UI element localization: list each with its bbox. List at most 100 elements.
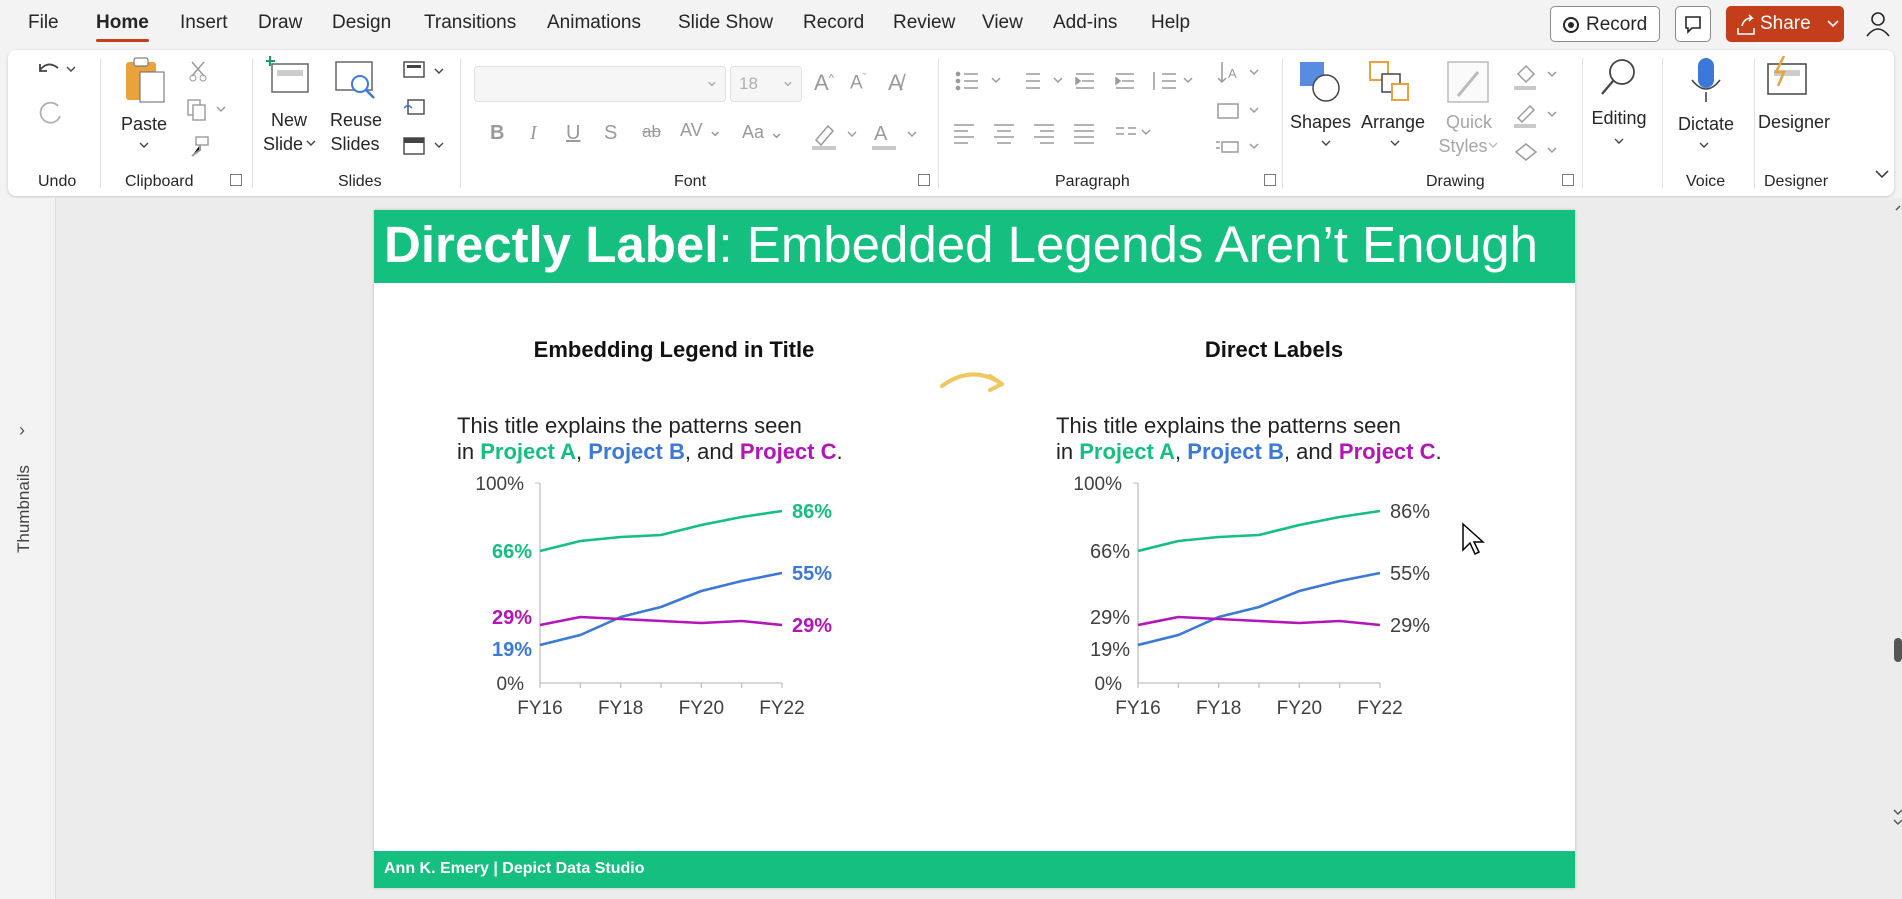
chevron-down-icon[interactable] — [432, 64, 446, 78]
shrink-font-icon[interactable]: Aˇ — [850, 72, 867, 94]
font-name-field[interactable]: ⌄ — [474, 66, 726, 102]
person-icon — [1866, 12, 1890, 37]
shape-format-controls[interactable] — [1512, 60, 1562, 180]
tab-review[interactable]: Review — [893, 12, 956, 33]
reset-icon[interactable] — [402, 96, 428, 120]
chevron-down-icon[interactable] — [137, 138, 151, 152]
record-icon — [1563, 17, 1579, 33]
tab-help[interactable]: Help — [1151, 12, 1191, 33]
quick-styles-label-1[interactable]: Quick — [1445, 112, 1492, 132]
chevron-down-icon[interactable] — [1388, 136, 1402, 150]
reuse-slides-label-1[interactable]: Reuse — [330, 110, 383, 130]
highlight-icon[interactable] — [808, 118, 864, 152]
paste-icon[interactable] — [120, 54, 168, 104]
tab-record[interactable]: Record — [803, 12, 865, 33]
undo-icon[interactable] — [30, 56, 70, 84]
font-color-icon[interactable]: A — [868, 118, 924, 152]
share-button[interactable]: Share — [1726, 6, 1844, 42]
tab-view[interactable]: View — [982, 12, 1023, 33]
chevron-down-icon[interactable] — [1826, 6, 1840, 42]
chevron-down-icon[interactable] — [432, 138, 446, 152]
slide-footer[interactable]: Ann K. Emery | Depict Data Studio — [374, 851, 1575, 888]
tab-draw[interactable]: Draw — [258, 12, 303, 33]
slide-title[interactable]: Directly Label: Embedded Legends Aren’t … — [374, 210, 1575, 283]
reuse-slides-icon[interactable] — [332, 56, 382, 104]
strikethrough-icon[interactable]: ab — [642, 122, 661, 141]
right-chart-subtitle[interactable]: This title explains the patterns seen in… — [1056, 413, 1496, 465]
italic-icon[interactable]: I — [530, 122, 537, 144]
people-button[interactable] — [1862, 6, 1898, 42]
left-line-chart[interactable]: 100% 0% FY16 FY18 FY20 FY22 66% 86% 19% 55% 29% 29% — [374, 470, 974, 730]
bold-icon[interactable]: B — [490, 122, 505, 144]
slide-canvas[interactable]: Directly Label: Embedded Legends Aren’t … — [374, 210, 1575, 888]
font-launcher-icon[interactable] — [918, 174, 930, 186]
paragraph-launcher-icon[interactable] — [1264, 174, 1276, 186]
font-size-field[interactable]: 18 ⌄ — [730, 66, 802, 102]
tab-file[interactable]: File — [28, 12, 59, 33]
new-slide-icon[interactable] — [266, 56, 312, 98]
underline-icon[interactable]: U — [566, 122, 581, 144]
right-chart-heading[interactable]: Direct Labels — [1204, 337, 1344, 362]
tab-transitions[interactable]: Transitions — [424, 12, 517, 33]
layout-icon[interactable] — [402, 60, 428, 80]
editing-label[interactable]: Editing — [1591, 108, 1647, 128]
tab-home[interactable]: Home — [96, 12, 149, 42]
collapse-ribbon-icon[interactable] — [1874, 166, 1890, 182]
shapes-label[interactable]: Shapes — [1290, 112, 1352, 132]
chevron-down-icon[interactable] — [1612, 134, 1626, 148]
arrange-label[interactable]: Arrange — [1360, 112, 1426, 132]
search-icon[interactable] — [1598, 56, 1642, 102]
tab-insert[interactable]: Insert — [180, 12, 228, 33]
comments-button[interactable] — [1675, 6, 1711, 42]
character-spacing-icon[interactable]: AV ⌄ — [680, 120, 723, 140]
chevron-down-icon[interactable] — [1486, 138, 1500, 152]
quick-styles-label-2[interactable]: Styles — [1438, 136, 1488, 156]
arrange-icon[interactable] — [1366, 58, 1416, 104]
thumbnails-label[interactable]: Thumbnails — [14, 465, 33, 553]
tab-animations[interactable]: Animations — [547, 12, 641, 33]
paste-label[interactable]: Paste — [120, 114, 168, 134]
quick-styles-icon[interactable] — [1444, 58, 1494, 108]
microphone-icon[interactable] — [1688, 56, 1724, 106]
cut-icon[interactable] — [186, 58, 210, 82]
tab-slide-show[interactable]: Slide Show — [678, 12, 774, 33]
clear-formatting-icon[interactable]: A̸ — [888, 70, 903, 95]
chevron-down-icon[interactable]: ⌄ — [780, 71, 795, 90]
format-painter-icon[interactable] — [186, 134, 212, 160]
chevron-down-icon[interactable] — [214, 102, 228, 116]
text-direction-controls[interactable]: A — [1214, 58, 1264, 178]
clipboard-launcher-icon[interactable] — [230, 174, 242, 186]
reuse-slides-label-2[interactable]: Slides — [330, 134, 380, 154]
grow-font-icon[interactable]: A^ — [814, 70, 834, 95]
left-chart-subtitle[interactable]: This title explains the patterns seen in… — [457, 413, 897, 465]
shapes-icon[interactable] — [1296, 58, 1346, 104]
new-slide-label-2[interactable]: Slide — [262, 134, 304, 154]
subtitle-line1: This title explains the patterns seen — [457, 413, 802, 438]
section-icon[interactable] — [402, 134, 428, 158]
vertical-scrollbar[interactable] — [1890, 198, 1902, 899]
designer-label[interactable]: Designer — [1757, 112, 1831, 132]
change-case-icon[interactable]: Aa ⌄ — [742, 122, 785, 142]
chevron-down-icon[interactable] — [1697, 138, 1711, 152]
dictate-label[interactable]: Dictate — [1677, 114, 1735, 134]
tab-design[interactable]: Design — [332, 12, 392, 33]
copy-icon[interactable] — [184, 96, 210, 122]
drawing-launcher-icon[interactable] — [1562, 174, 1574, 186]
new-slide-label-1[interactable]: New — [270, 110, 307, 130]
chevron-down-icon[interactable] — [304, 136, 318, 150]
expand-thumbnails-icon[interactable]: › — [19, 420, 25, 440]
left-chart-heading[interactable]: Embedding Legend in Title — [533, 337, 815, 362]
redo-icon[interactable] — [30, 92, 70, 126]
menu-bar: File Home Insert Draw Design Transitions… — [0, 0, 1902, 50]
record-button[interactable]: Record — [1550, 6, 1660, 42]
tab-add-ins[interactable]: Add-ins — [1053, 12, 1118, 33]
chevron-down-icon[interactable] — [1319, 136, 1333, 150]
shadow-icon[interactable]: S — [604, 122, 618, 144]
chevron-down-icon[interactable] — [64, 62, 78, 76]
chevron-down-icon[interactable]: ⌄ — [704, 71, 719, 90]
designer-icon[interactable] — [1762, 56, 1812, 102]
thumbnails-panel[interactable]: › Thumbnails — [0, 198, 56, 899]
scrollbar-track — [1893, 205, 1902, 826]
right-line-chart[interactable]: 100% 0% FY16 FY18 FY20 FY22 66% 86% 19% 55% 29% 29% — [974, 470, 1574, 730]
share-button-label: Share — [1760, 13, 1811, 34]
